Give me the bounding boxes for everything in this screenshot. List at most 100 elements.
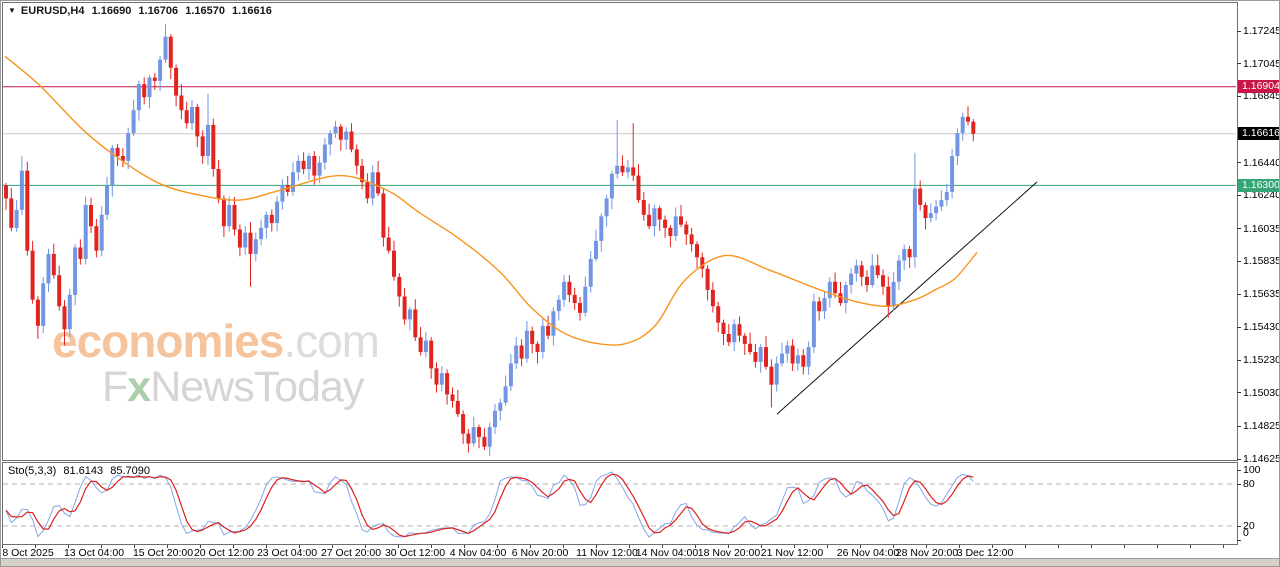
price-axis-label: 1.16440 <box>1243 157 1280 169</box>
candle-body <box>647 214 652 227</box>
candle-body <box>253 239 258 254</box>
candle-body <box>673 216 678 236</box>
candle-body <box>57 275 62 307</box>
price-badge-resistance: 1.16904 <box>1238 80 1280 93</box>
candle-body <box>514 345 519 364</box>
candle-body <box>594 240 598 259</box>
date-axis-label: 18 Nov 20:00 <box>697 547 761 559</box>
candle-body <box>902 249 907 261</box>
indicator-scale-tick <box>1237 470 1241 471</box>
date-axis-label: 8 Oct 2025 <box>2 547 54 559</box>
candle-body <box>184 110 189 124</box>
candle-body <box>684 224 689 235</box>
candle-body <box>301 160 306 170</box>
date-axis-label: 23 Oct 04:00 <box>256 547 318 559</box>
candle-body <box>190 107 194 124</box>
symbol-dropdown-icon[interactable]: ▼ <box>8 6 16 15</box>
candle-body <box>445 373 450 395</box>
candle-body <box>854 265 859 274</box>
symbol-period-label: EURUSD,H4 <box>20 5 85 17</box>
candle-body <box>466 433 471 444</box>
watermark-fxnewstoday: FxNewsToday <box>102 363 364 411</box>
quote-close: 1.16616 <box>232 5 272 17</box>
candle-body <box>896 260 901 282</box>
candle-body <box>99 214 104 251</box>
candle-body <box>540 325 545 352</box>
candle-body <box>918 188 923 205</box>
date-axis-label: 13 Oct 04:00 <box>63 547 125 559</box>
candle-body <box>25 170 30 251</box>
candle-body <box>35 299 40 326</box>
price-axis-label: 1.14625 <box>1243 453 1280 465</box>
candle-body <box>455 401 460 415</box>
candle-body <box>9 198 14 228</box>
price-axis-tick <box>1237 459 1241 460</box>
candle-body <box>950 156 955 192</box>
candle-body <box>264 214 269 228</box>
indicator-scale-tick <box>1237 540 1241 541</box>
candle-body <box>572 294 577 303</box>
price-axis-label: 1.16240 <box>1243 189 1280 201</box>
candle-body <box>168 36 173 68</box>
candle-body <box>73 247 78 295</box>
candle-body <box>753 352 758 362</box>
candle-body <box>615 165 620 174</box>
candle-body <box>221 198 226 227</box>
candle-body <box>657 208 662 220</box>
ascending-trendline[interactable] <box>776 181 1038 415</box>
candle-body <box>51 254 56 276</box>
candle-body <box>758 347 763 362</box>
candle-body <box>508 363 513 387</box>
price-axis-tick <box>1237 195 1241 196</box>
candle-body <box>939 200 944 207</box>
candle-body <box>859 265 864 277</box>
candle-body <box>705 268 710 290</box>
candle-body <box>535 343 540 352</box>
candle-body <box>280 185 285 202</box>
candle-body <box>89 205 93 227</box>
candle-body <box>105 185 109 215</box>
candle-body <box>726 334 731 343</box>
candle-body <box>291 172 295 192</box>
candle-body <box>721 322 726 334</box>
candle-body <box>147 77 152 98</box>
candle-body <box>67 294 72 330</box>
date-axis-label: 30 Oct 12:00 <box>384 547 446 559</box>
candle-body <box>243 232 248 248</box>
candle-body <box>769 366 774 385</box>
candle-body <box>631 167 636 176</box>
candle-body <box>971 121 976 134</box>
price-axis-tick <box>1237 162 1241 163</box>
candle-body <box>944 191 949 201</box>
candle-body <box>609 173 614 199</box>
moving-average-line[interactable] <box>4 55 978 346</box>
quote-high: 1.16706 <box>138 5 179 17</box>
candle-body <box>110 147 115 186</box>
candle-body <box>174 67 179 96</box>
candle-body <box>843 285 848 303</box>
indicator-scale-label: 0 <box>1243 527 1249 539</box>
candle-body <box>679 216 683 225</box>
candle-body <box>439 373 444 385</box>
indicator-scale-label: 100 <box>1243 464 1261 476</box>
candle-body <box>865 276 869 286</box>
candle-body <box>434 368 439 385</box>
candle-body <box>62 306 67 330</box>
candle-body <box>83 205 88 259</box>
candle-body <box>732 324 737 343</box>
candle-body <box>115 147 120 156</box>
candle-body <box>206 124 210 156</box>
price-badge-current: 1.16616 <box>1238 127 1280 140</box>
candle-body <box>418 337 423 352</box>
candle-body <box>471 427 476 444</box>
indicator-scale-tick <box>1237 526 1241 527</box>
indicator-k-value: 81.6143 <box>63 465 104 477</box>
stochastic-d-line <box>5 473 974 538</box>
price-axis-tick <box>1237 31 1241 32</box>
indicator-label-row: Sto(5,3,3) 81.6143 85.7090 <box>8 465 154 477</box>
candle-body <box>381 193 386 238</box>
price-axis-label: 1.15635 <box>1243 288 1280 300</box>
candle-body <box>307 156 311 170</box>
date-axis-label: 3 Dec 12:00 <box>956 547 1014 559</box>
